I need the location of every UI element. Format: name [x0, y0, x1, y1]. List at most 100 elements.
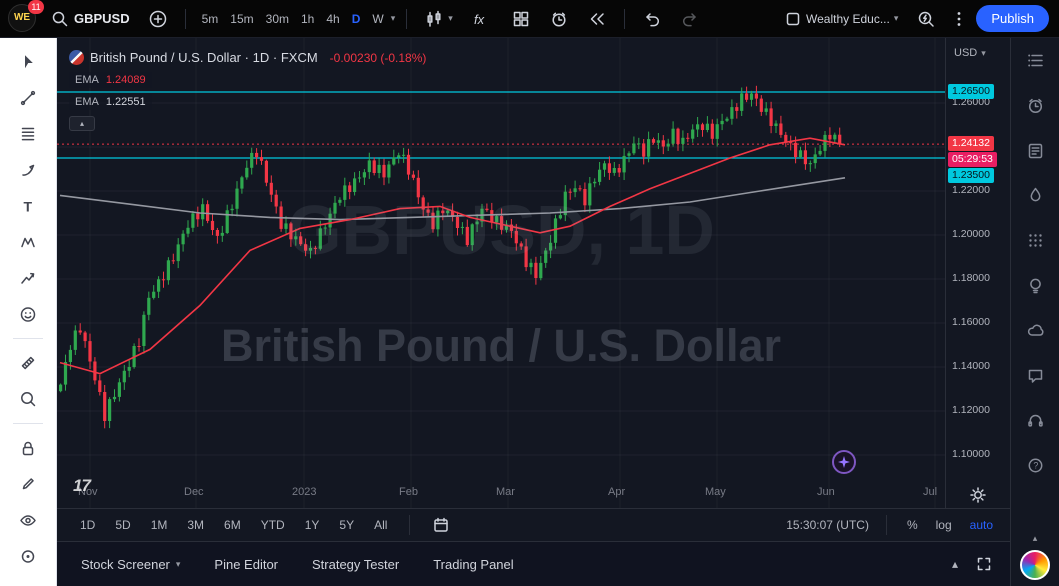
tradingview-logo[interactable]: 17 — [73, 476, 91, 495]
tab-strategy-tester[interactable]: Strategy Tester — [312, 556, 400, 572]
range-5y[interactable]: 5Y — [339, 518, 355, 532]
measure-tool[interactable] — [11, 351, 45, 375]
edit-tool[interactable] — [11, 472, 45, 496]
go-to-date-icon — [434, 517, 449, 532]
magnifier-icon — [21, 392, 36, 407]
price-tick: 1.22000 — [952, 184, 990, 196]
emoji-tool[interactable] — [11, 302, 45, 326]
ideas-button[interactable] — [1025, 275, 1046, 296]
support-button[interactable] — [1025, 410, 1046, 431]
hide-drawings-tool[interactable] — [11, 508, 45, 532]
range-1y[interactable]: 1Y — [304, 518, 320, 532]
news-button[interactable] — [1025, 140, 1046, 161]
interval-15m[interactable]: 15m — [230, 11, 254, 26]
range-5d[interactable]: 5D — [115, 518, 131, 532]
calendar-button[interactable] — [1025, 230, 1046, 251]
indicators-button[interactable]: fx — [465, 5, 499, 33]
panel-maximize-icon[interactable] — [976, 556, 992, 572]
currency-caret-icon: ▾ — [981, 47, 986, 58]
help-button[interactable]: ? — [1025, 455, 1046, 476]
legend-collapse-button[interactable]: ▴ — [69, 116, 95, 131]
interval-1h[interactable]: 1h — [300, 11, 315, 26]
compare-add-button[interactable] — [142, 5, 174, 33]
symbol-search-text: GBPUSD — [74, 11, 130, 26]
fib-retracement-tool[interactable] — [11, 122, 45, 146]
interval-4h[interactable]: 4h — [326, 11, 340, 26]
price-axis[interactable]: USD ▾ 1.26000 1.22000 1.20000 1.18000 1.16000… — [945, 38, 1010, 508]
brush-icon — [22, 164, 35, 176]
layout-grid-button[interactable] — [505, 5, 537, 33]
magic-ai-button[interactable] — [832, 450, 856, 474]
range-all[interactable]: All — [374, 518, 388, 532]
layout-caret-icon: ▾ — [893, 13, 899, 23]
layout-select-button[interactable]: Wealthy Educ... ▾ — [778, 6, 904, 32]
tab-stock-screener[interactable]: Stock Screener ▾ — [81, 556, 181, 572]
interval-5m[interactable]: 5m — [201, 11, 219, 26]
lock-icon — [22, 441, 34, 456]
forecast-tool[interactable] — [11, 266, 45, 290]
lock-tool[interactable] — [11, 436, 45, 460]
text-tool[interactable]: T — [11, 194, 45, 218]
currency-selector[interactable]: USD ▾ — [954, 47, 986, 59]
price-tick: 1.20000 — [952, 228, 990, 240]
gear-icon — [970, 487, 986, 503]
range-1m[interactable]: 1M — [150, 518, 168, 532]
xabcd-pattern-tool[interactable] — [11, 230, 45, 254]
more-menu-button[interactable] — [948, 5, 970, 33]
eye-icon — [20, 515, 36, 526]
ema-fast-legend[interactable]: EMA 1.24089 — [69, 72, 152, 88]
log-scale-button[interactable]: log — [935, 518, 952, 532]
interval-30m[interactable]: 30m — [265, 11, 289, 26]
range-1d[interactable]: 1D — [80, 518, 96, 532]
alerts-button[interactable] — [1025, 95, 1046, 116]
forecast-icon — [21, 272, 35, 284]
symbol-flag-icon — [69, 50, 84, 65]
brush-tool[interactable] — [11, 158, 45, 182]
brand-logo[interactable] — [1020, 550, 1050, 580]
clock-utc[interactable]: 15:30:07 (UTC) — [786, 518, 869, 532]
minds-button[interactable] — [1025, 320, 1046, 341]
undo-button[interactable] — [636, 5, 668, 33]
interval-1d[interactable]: D — [351, 11, 361, 26]
watchlist-button[interactable] — [1025, 50, 1046, 71]
symbol-legend-row[interactable]: British Pound / U.S. Dollar · 1D · FXCM … — [69, 50, 426, 65]
zoom-tool[interactable] — [11, 387, 45, 411]
go-to-date-button[interactable] — [429, 514, 453, 536]
ema-fast-value: 1.24089 — [105, 74, 146, 86]
panel-collapse-button[interactable]: ▴ — [951, 557, 958, 571]
percent-scale-button[interactable]: % — [906, 518, 918, 532]
hotlists-button[interactable] — [1025, 185, 1046, 206]
price-tick: 1.14000 — [952, 360, 990, 372]
sidebar-collapse-icon[interactable]: ▴ — [1032, 533, 1038, 543]
cursor-tool[interactable] — [11, 50, 45, 74]
screener-caret-icon: ▾ — [175, 558, 181, 569]
ema-slow-legend[interactable]: EMA 1.22551 — [69, 94, 152, 110]
range-ytd[interactable]: YTD — [260, 518, 285, 532]
bar-replay-button[interactable] — [581, 5, 613, 33]
remove-drawings-tool[interactable] — [11, 544, 45, 568]
range-3m[interactable]: 3M — [187, 518, 205, 532]
trend-line-tool[interactable] — [11, 86, 45, 110]
range-6m[interactable]: 6M — [224, 518, 241, 532]
chart-type-button[interactable]: ▾ — [418, 5, 459, 33]
symbol-search-button[interactable]: GBPUSD — [44, 5, 136, 33]
tab-trading-panel[interactable]: Trading Panel — [433, 556, 514, 572]
app-logo[interactable]: WE 11 — [8, 0, 44, 34]
chart-surface[interactable]: GBPUSD, 1D British Pound / U.S. Dollar N… — [57, 38, 945, 508]
right-sidebar: ? ▴ — [1010, 38, 1059, 586]
create-alert-button[interactable] — [543, 5, 575, 33]
chart-settings-button[interactable] — [970, 487, 986, 503]
redo-button[interactable] — [674, 5, 706, 33]
headset-icon — [1027, 414, 1043, 427]
price-tick: 1.18000 — [952, 272, 990, 284]
quick-search-button[interactable] — [910, 5, 942, 33]
chat-button[interactable] — [1025, 365, 1046, 386]
tab-pine-editor[interactable]: Pine Editor — [214, 556, 278, 572]
interval-1w[interactable]: W — [372, 11, 384, 26]
ruler-icon — [21, 356, 35, 370]
auto-scale-button[interactable]: auto — [969, 518, 993, 532]
toolbar-divider — [13, 423, 43, 424]
publish-button[interactable]: Publish — [976, 5, 1049, 32]
sparkle-icon — [838, 456, 850, 468]
interval-menu-caret-icon[interactable]: ▾ — [390, 13, 396, 23]
